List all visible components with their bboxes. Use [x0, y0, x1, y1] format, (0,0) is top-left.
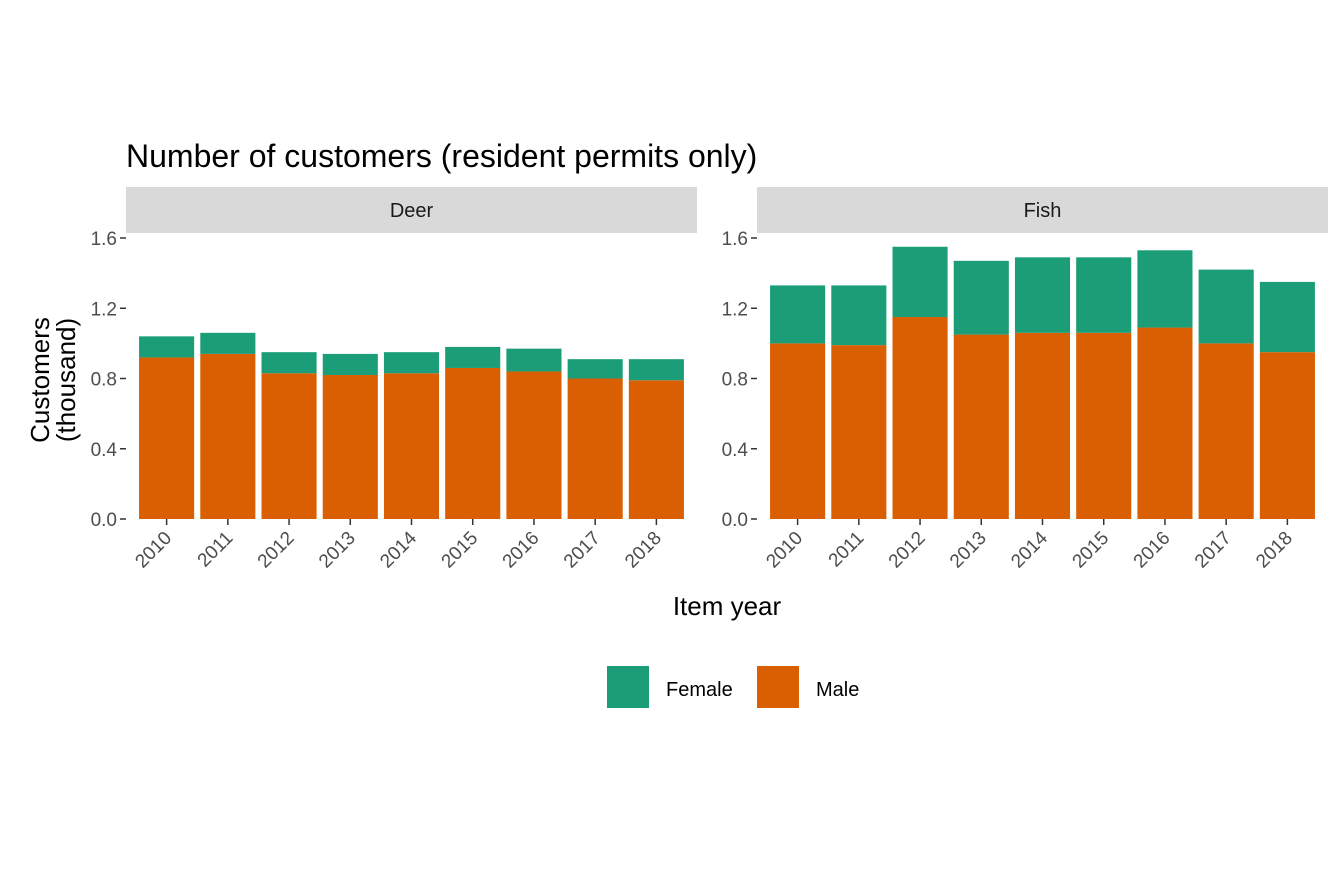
x-axis-label: Item year — [673, 591, 782, 621]
x-tick-label: 2016 — [499, 528, 544, 573]
panel-deer: Deer 0.0 0.4 0.8 1.2 1.6 2010 2011 2012 2013 2014 2… — [91, 187, 697, 572]
bar-female-2014 — [383, 352, 440, 374]
facet-strip — [126, 187, 697, 233]
legend-swatch-male — [757, 666, 799, 708]
bar-female-2014 — [1014, 257, 1071, 333]
legend-swatch-female — [607, 666, 649, 708]
bar-male-2013 — [322, 374, 378, 519]
x-tick-label: 2018 — [1252, 528, 1297, 573]
bar-male-2017 — [1198, 343, 1254, 519]
x-tick-label: 2012 — [885, 528, 930, 573]
bar-male-2012 — [892, 317, 948, 519]
bar-male-2012 — [261, 373, 317, 519]
bar-female-2012 — [261, 352, 317, 374]
bar-male-2014 — [383, 373, 440, 519]
y-tick-label: 0.0 — [91, 510, 117, 531]
bar-male-2011 — [200, 353, 256, 519]
y-axis-label-line-1: Customers — [25, 317, 55, 443]
y-tick-label: 1.2 — [91, 299, 117, 320]
bar-female-2013 — [322, 353, 378, 375]
bar-male-2011 — [831, 345, 887, 519]
bar-male-2016 — [506, 371, 562, 519]
legend-label-male: Male — [816, 679, 859, 701]
y-tick-label: 0.8 — [722, 370, 748, 391]
bar-male-2015 — [1076, 332, 1132, 519]
legend-label-female: Female — [666, 679, 733, 701]
bar-female-2011 — [200, 332, 256, 354]
bar-male-2018 — [628, 380, 684, 519]
bar-female-2015 — [1076, 257, 1132, 333]
y-tick-label: 1.2 — [722, 299, 748, 320]
facet-strip — [757, 187, 1328, 233]
x-tick-label: 2017 — [1191, 528, 1236, 573]
bar-female-2018 — [1259, 281, 1315, 353]
bar-male-2016 — [1137, 327, 1193, 519]
x-tick-label: 2011 — [825, 528, 869, 572]
x-tick-label: 2010 — [131, 528, 176, 573]
bar-male-2013 — [953, 334, 1009, 519]
x-tick-label: 2015 — [1069, 528, 1114, 573]
x-tick-label: 2012 — [254, 528, 299, 573]
bar-female-2015 — [445, 346, 501, 368]
x-tick-label: 2018 — [621, 528, 666, 573]
panel-fish: Fish 0.0 0.4 0.8 1.2 1.6 2010 2011 2012 2013 2014 2… — [722, 187, 1328, 572]
x-tick-label: 2015 — [438, 528, 483, 573]
chart-title: Number of customers (resident permits on… — [126, 138, 757, 174]
y-tick-label: 1.6 — [722, 229, 748, 250]
x-tick-label: 2017 — [560, 528, 605, 573]
facet-panels: Deer 0.0 0.4 0.8 1.2 1.6 2010 2011 2012 2013 2014 2… — [91, 187, 1328, 572]
x-tick-label: 2011 — [194, 528, 238, 572]
bar-female-2013 — [953, 260, 1009, 335]
y-tick-label: 0.4 — [722, 440, 749, 461]
x-tick-label: 2016 — [1130, 528, 1175, 573]
y-tick-label: 0.4 — [91, 440, 118, 461]
bar-female-2012 — [892, 246, 948, 318]
bar-male-2018 — [1259, 352, 1315, 519]
x-tick-label: 2014 — [376, 527, 421, 572]
y-axis-label-line-2: (thousand) — [51, 318, 81, 442]
y-tick-label: 1.6 — [91, 229, 117, 250]
bar-male-2010 — [139, 357, 195, 519]
bar-male-2010 — [770, 343, 826, 519]
facet-strip-label: Deer — [390, 200, 434, 222]
y-tick-label: 0.0 — [722, 510, 748, 531]
x-tick-label: 2010 — [762, 528, 807, 573]
bar-female-2016 — [1137, 250, 1193, 328]
bar-female-2010 — [770, 285, 826, 344]
bar-female-2018 — [628, 359, 684, 381]
bar-female-2016 — [506, 348, 562, 372]
legend: Female Male — [607, 666, 859, 708]
bar-male-2014 — [1014, 332, 1071, 519]
y-tick-label: 0.8 — [91, 370, 117, 391]
x-tick-label: 2014 — [1007, 527, 1052, 572]
x-tick-label: 2013 — [946, 528, 991, 573]
bar-female-2011 — [831, 285, 887, 346]
facet-strip-label: Fish — [1024, 200, 1062, 222]
bar-male-2015 — [445, 367, 501, 519]
bar-female-2010 — [139, 336, 195, 358]
bar-male-2017 — [567, 378, 623, 519]
bar-female-2017 — [1198, 269, 1254, 344]
x-tick-label: 2013 — [315, 528, 360, 573]
bar-female-2017 — [567, 359, 623, 379]
